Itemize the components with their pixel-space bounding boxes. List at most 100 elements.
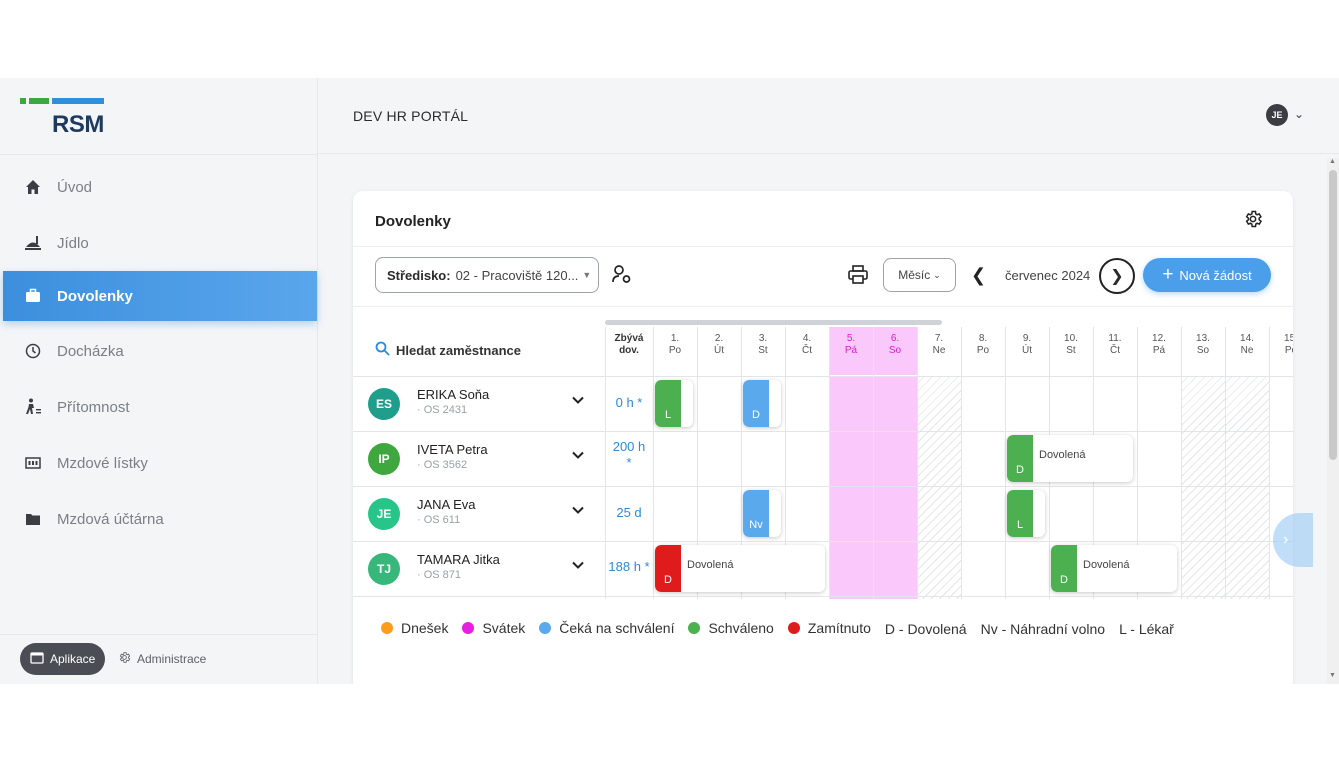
legend-item: Svátek [462,618,525,638]
search-icon [375,341,390,359]
day-number: 4. [802,333,812,344]
grid-line [353,376,1293,377]
legend-dot [688,622,701,634]
employee-id: · OS 2431 [417,404,468,416]
absence-type-tag: L [1007,490,1033,537]
rsm-logo[interactable]: RSM [20,98,110,138]
period-select[interactable]: Měsíc ⌄ [883,258,956,292]
sidebar-item-mzdove-listky[interactable]: Mzdové lístky [3,438,317,488]
employee-search[interactable]: Hledat zaměstnance [375,341,521,359]
sidebar-item-label: Mzdová účtárna [57,510,164,528]
sidebar-item-dovolenky[interactable]: Dovolenky [3,271,317,321]
remaining-vacation: 188 h * [605,541,653,596]
new-request-button[interactable]: + Nová žádost [1143,258,1271,292]
day-header: 10. St [1049,327,1093,375]
day-header: 12. Pá [1137,327,1181,375]
person-settings-icon[interactable] [611,263,633,285]
employee-name[interactable]: ERIKA Soňa [417,387,490,402]
grid-line [917,327,918,599]
grid-line [353,541,1293,542]
legend-dot [381,622,393,634]
absence-type-tag: D [1007,435,1033,482]
day-number: 6. [890,333,900,344]
administration-link[interactable]: Administrace [118,643,206,675]
day-number: 10. [1064,333,1078,344]
avatar: IP [368,443,400,475]
legend-item: Dnešek [381,618,448,638]
legend-label: L - Lékař [1119,621,1174,637]
day-number: 13. [1196,333,1210,344]
current-month: červenec 2024 [1005,268,1091,283]
vacation-block[interactable]: D Dovolená [1007,435,1133,482]
sidebar-item-pritomnost[interactable]: Přítomnost [3,382,317,432]
legend-item: Zamítnuto [787,618,871,638]
day-header: 15.Po [1269,327,1293,375]
legend-item: Čeká na schválení [539,618,674,638]
day-header: 4. Čt [785,327,829,375]
absence-label: Dovolená [687,559,734,571]
center-filter-select[interactable]: Středisko: 02 - Pracoviště 120... ▼ [375,257,599,293]
user-avatar[interactable]: JE [1266,104,1288,126]
vacation-block[interactable]: D Dovolená [655,545,825,592]
apps-button[interactable]: Aplikace [20,643,106,675]
day-number: 7. [934,333,944,344]
remaining-vacation: 25 d [616,505,642,520]
chevron-down-icon: ⌄ [933,269,941,280]
chevron-down-icon[interactable] [571,448,585,462]
day-number: 5. [846,333,856,344]
print-icon[interactable] [847,264,869,286]
sidebar-item-mzdova-uctarna[interactable]: Mzdová účtárna [3,494,317,544]
scrollbar-thumb[interactable] [1329,170,1337,460]
chevron-down-icon[interactable] [571,558,585,572]
absence-type-tag: D [1051,545,1077,592]
day-of-week: Po [976,345,990,356]
legend-item: Schváleno [688,618,774,638]
scroll-right-button[interactable]: › [1273,513,1313,567]
sidebar-item-label: Úvod [57,178,93,196]
chevron-right-icon[interactable]: ❯ [1099,258,1135,294]
avatar: TJ [368,553,400,585]
remaining-vacation: 0 h * [615,395,643,410]
employee-name[interactable]: JANA Eva [417,497,476,512]
employee-id: · OS 3562 [417,459,468,471]
chevron-down-icon[interactable]: ⌄ [1294,107,1305,121]
sidebar-item-label: Přítomnost [57,398,130,416]
chevron-left-icon[interactable]: ❮ [971,265,987,285]
day-column-fill [829,376,873,599]
scroll-down-icon[interactable]: ▼ [1329,672,1336,679]
employee-row: ES ERIKA Soňa · OS 2431 [353,376,605,431]
employee-name[interactable]: TAMARA Jitka [417,552,500,567]
grid-line [1225,327,1226,599]
settings-gear-icon[interactable] [1243,209,1263,229]
legend-item: Nv - Náhradní volno [981,619,1106,639]
vacation-block[interactable]: D Dovolená [1051,545,1177,592]
day-header: 9. Út [1005,327,1049,375]
card-title: Dovolenky [375,213,451,230]
day-number: 3. [758,333,768,344]
sidebar-item-label: Jídlo [57,234,89,252]
vacation-block[interactable]: Nv [743,490,781,537]
legend-label: Dnešek [401,620,449,636]
chevron-down-icon[interactable] [571,393,585,407]
legend-label: Čeká na schválení [559,620,675,636]
sidebar-item-dochazka[interactable]: Docházka [3,326,317,376]
vacation-block[interactable]: L [1007,490,1045,537]
sidebar-item-jidlo[interactable]: Jídlo [3,218,317,268]
sidebar-item-uvod[interactable]: Úvod [3,162,317,212]
chevron-down-icon[interactable] [571,503,585,517]
day-column-fill [1225,376,1269,599]
grid-line [353,431,1293,432]
employee-name[interactable]: IVETA Petra [417,442,488,457]
vertical-scrollbar[interactable]: ▲ ▼ [1327,158,1339,684]
grid-line [1181,327,1182,599]
briefcase-icon [23,286,43,306]
vacation-block[interactable]: D [743,380,781,427]
day-of-week: Út [714,345,724,356]
scroll-up-icon[interactable]: ▲ [1329,158,1336,165]
vacation-block[interactable]: L [655,380,693,427]
legend-label: Svátek [482,620,526,636]
horizontal-scrollbar[interactable] [605,320,942,325]
legend: Dnešek Svátek Čeká na schválení Schváleno Za… [381,618,1261,667]
absence-type-tag: Nv [743,490,769,537]
day-of-week: Čt [802,345,812,356]
